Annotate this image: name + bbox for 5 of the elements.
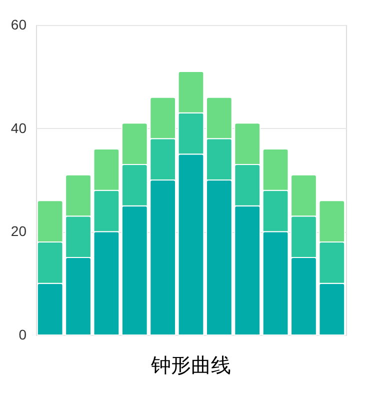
text: 钟形曲线 — [150, 355, 231, 377]
y-tick-label: 40 — [10, 120, 27, 136]
y-tick-label: 60 — [10, 16, 27, 32]
y-tick-label: 20 — [10, 223, 27, 240]
y-tick-label: 0 — [18, 326, 27, 342]
